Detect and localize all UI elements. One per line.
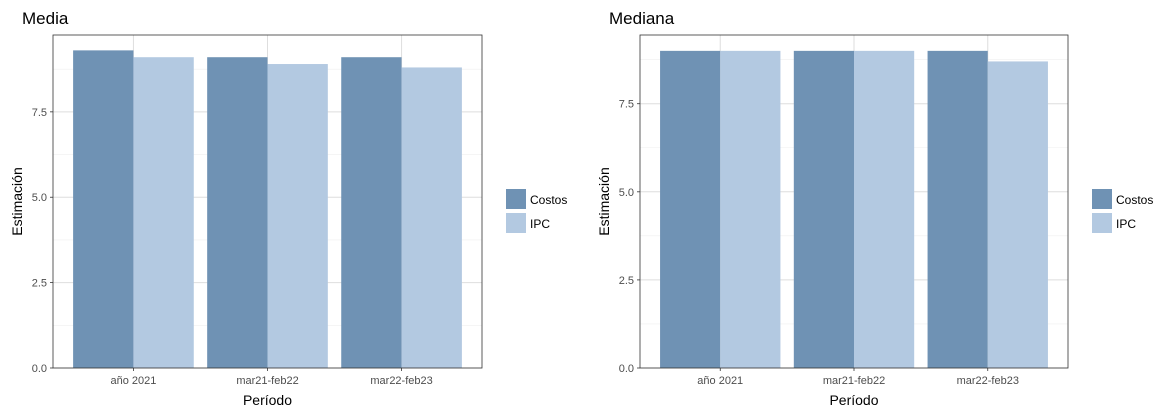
- bar-ipc-1: [720, 50, 781, 368]
- x-axis-title: Período: [829, 392, 878, 408]
- legend-key-ipc: [1092, 213, 1112, 233]
- bar-costos-3: [341, 57, 402, 368]
- x-tick-label: mar22-feb23: [370, 375, 432, 387]
- bar-ipc-3: [987, 61, 1048, 369]
- chart-panel-2: 0.0 2.5 5.0 7.5 año 2021 mar21-feb22 mar22-feb…: [596, 9, 1153, 408]
- legend-label-costos: Costos: [530, 193, 567, 207]
- x-tick-label: año 2021: [110, 375, 156, 387]
- bar-costos-2: [207, 57, 268, 368]
- bar-costos-1: [660, 50, 721, 368]
- chart-panel-1: 0.0 2.5 5.0 7.5 año 2021 mar21-feb22 mar22-feb…: [9, 9, 567, 408]
- x-tick-label: mar21-feb22: [823, 375, 885, 387]
- y-tick-label: 5.0: [619, 187, 634, 199]
- bar-ipc-2: [854, 50, 915, 368]
- bar-ipc-2: [267, 64, 328, 369]
- x-tick-label: año 2021: [697, 375, 743, 387]
- y-tick-label: 7.5: [32, 107, 47, 119]
- x-tick-label: mar21-feb22: [236, 375, 298, 387]
- bar-costos-1: [73, 50, 134, 368]
- legend: Costos IPC: [1092, 189, 1153, 233]
- y-tick-label: 0.0: [619, 363, 634, 375]
- bar-ipc-1: [133, 57, 194, 368]
- legend: Costos IPC: [506, 189, 567, 233]
- y-axis-title: Estimación: [9, 167, 25, 235]
- y-tick-label: 5.0: [32, 192, 47, 204]
- chart-title: Media: [22, 9, 69, 28]
- legend-key-costos: [506, 189, 526, 209]
- legend-label-ipc: IPC: [530, 217, 550, 231]
- x-axis-title: Período: [243, 392, 292, 408]
- bar-costos-3: [927, 50, 988, 368]
- bar-costos-2: [793, 50, 854, 368]
- y-tick-label: 7.5: [619, 99, 634, 111]
- legend-key-costos: [1092, 189, 1112, 209]
- legend-label-costos: Costos: [1116, 193, 1153, 207]
- legend-label-ipc: IPC: [1116, 217, 1136, 231]
- bar-ipc-3: [401, 67, 462, 368]
- x-tick-label: mar22-feb23: [957, 375, 1019, 387]
- chart-title: Mediana: [609, 9, 675, 28]
- y-tick-label: 2.5: [32, 278, 47, 290]
- y-tick-label: 0.0: [32, 363, 47, 375]
- y-axis-title: Estimación: [596, 167, 612, 235]
- y-tick-label: 2.5: [619, 275, 634, 287]
- legend-key-ipc: [506, 213, 526, 233]
